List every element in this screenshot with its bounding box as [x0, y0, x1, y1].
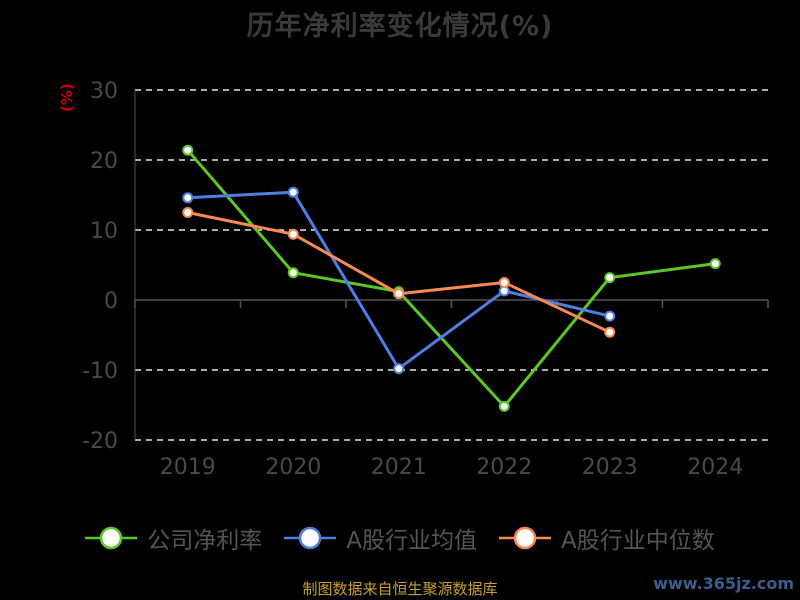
y-tick-label: 0 [104, 289, 118, 314]
chart-title: 历年净利率变化情况(%) [246, 11, 554, 42]
data-point [182, 192, 194, 204]
legend-label: A股行业中位数 [561, 528, 715, 554]
data-point [287, 228, 299, 240]
y-tick-label: 10 [90, 219, 118, 244]
y-tick-label: -20 [82, 429, 118, 454]
data-point [498, 277, 510, 288]
watermark-logo: www.365jz.com [653, 574, 794, 593]
legend-item-company[interactable]: 公司净利率 [85, 521, 262, 555]
series-line [186, 149, 716, 408]
data-point [287, 186, 299, 198]
x-tick-label: 2020 [265, 455, 321, 480]
x-tick-label: 2022 [476, 455, 532, 480]
x-tick-label: 2019 [160, 455, 216, 480]
data-point [498, 400, 510, 412]
legend-marker-blue [284, 526, 337, 550]
legend-label: A股行业均值 [346, 528, 477, 554]
data-point [604, 310, 616, 322]
data-point [393, 363, 405, 375]
data-point [709, 258, 721, 270]
x-tick-label: 2021 [371, 455, 427, 480]
y-tick-label: 20 [90, 149, 118, 174]
legend-item-industry-mean[interactable]: A股行业均值 [284, 521, 477, 555]
x-tick-label: 2024 [687, 455, 743, 480]
y-tick-label: 30 [90, 79, 118, 104]
chart-legend: 公司净利率 A股行业均值 A股行业中位数 [0, 518, 800, 558]
data-source-note: 制图数据来自恒生聚源数据库 [302, 580, 498, 598]
data-point [287, 267, 299, 279]
y-tick-label: -10 [82, 359, 118, 384]
legend-item-industry-median[interactable]: A股行业中位数 [499, 521, 715, 555]
data-point [393, 288, 405, 300]
data-point [182, 144, 194, 156]
series-line [187, 190, 611, 371]
legend-label: 公司净利率 [147, 528, 263, 554]
data-point [182, 207, 194, 218]
data-point [604, 272, 616, 284]
data-point [604, 326, 616, 338]
x-tick-label: 2023 [582, 455, 638, 480]
legend-marker-orange [499, 526, 551, 550]
legend-marker-green [85, 526, 138, 550]
